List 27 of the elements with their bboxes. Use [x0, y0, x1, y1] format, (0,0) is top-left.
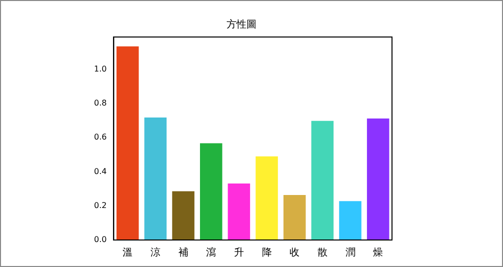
y-tick-label: 0.0: [94, 235, 107, 244]
x-tick-label: 瀉: [206, 246, 216, 259]
y-tick-label: 0.8: [94, 98, 107, 108]
x-tick-label: 升: [234, 246, 244, 259]
bar: [144, 118, 167, 240]
x-tick-label: 溫: [122, 246, 133, 259]
bar: [366, 118, 390, 240]
y-tick-label: 0.6: [94, 132, 107, 142]
x-tick-label: 燥: [373, 246, 384, 259]
bar: [283, 194, 306, 240]
x-tick-label: 降: [262, 246, 272, 259]
y-tick-label: 1.0: [94, 64, 107, 74]
y-tick-label: 0.2: [94, 200, 107, 210]
x-tick-label: 涼: [150, 246, 160, 259]
bar: [200, 143, 222, 240]
bar: [339, 201, 362, 240]
x-tick-label: 補: [178, 246, 188, 259]
bar: [228, 184, 250, 240]
bar: [172, 191, 194, 240]
x-tick-label: 潤: [345, 246, 356, 259]
bar: [311, 120, 334, 240]
bar: [116, 46, 139, 240]
chart-title: 方性圖: [226, 18, 256, 31]
bar: [256, 156, 278, 240]
x-tick-label: 收: [290, 248, 300, 259]
x-tick-label: 散: [317, 248, 328, 259]
y-tick-label: 0.4: [94, 166, 107, 176]
